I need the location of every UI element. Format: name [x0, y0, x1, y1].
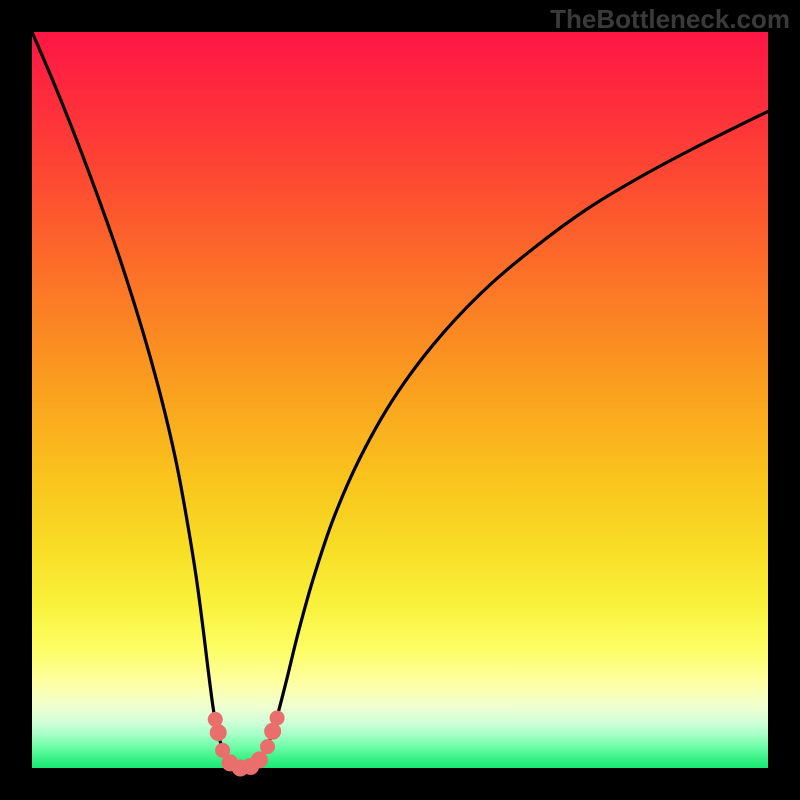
- plot-area: [32, 32, 768, 768]
- bottleneck-curve: [32, 32, 768, 768]
- data-marker: [261, 740, 275, 754]
- curve-layer: [32, 32, 768, 768]
- marker-group: [208, 711, 284, 776]
- chart-frame: TheBottleneck.com: [0, 0, 800, 800]
- data-marker: [210, 725, 226, 741]
- watermark-text: TheBottleneck.com: [550, 4, 790, 35]
- data-marker: [251, 752, 267, 768]
- data-marker: [265, 723, 281, 739]
- data-marker: [208, 712, 222, 726]
- data-marker: [270, 711, 284, 725]
